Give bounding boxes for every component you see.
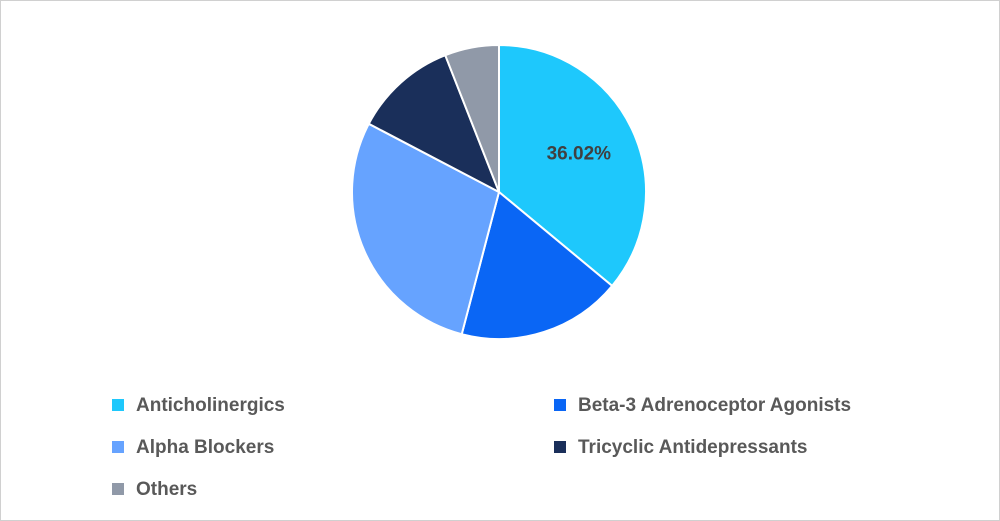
pie-slice — [443, 43, 500, 193]
legend-swatch — [112, 441, 124, 453]
legend-label: Anticholinergics — [136, 395, 285, 416]
legend-label: Tricyclic Antidepressants — [578, 437, 808, 458]
legend-swatch — [112, 399, 124, 411]
legend-label: Others — [136, 479, 197, 500]
data-label: 36.02% — [547, 144, 612, 165]
legend-label: Alpha Blockers — [136, 437, 274, 458]
pie-slice — [367, 53, 501, 195]
legend-label: Beta-3 Adrenoceptor Agonists — [578, 395, 851, 416]
legend-swatch — [112, 483, 124, 495]
legend-swatch — [554, 399, 566, 411]
pie-slice — [351, 122, 501, 336]
pie-slice — [460, 190, 614, 340]
legend-swatch — [554, 441, 566, 453]
pie-slice — [498, 43, 647, 288]
